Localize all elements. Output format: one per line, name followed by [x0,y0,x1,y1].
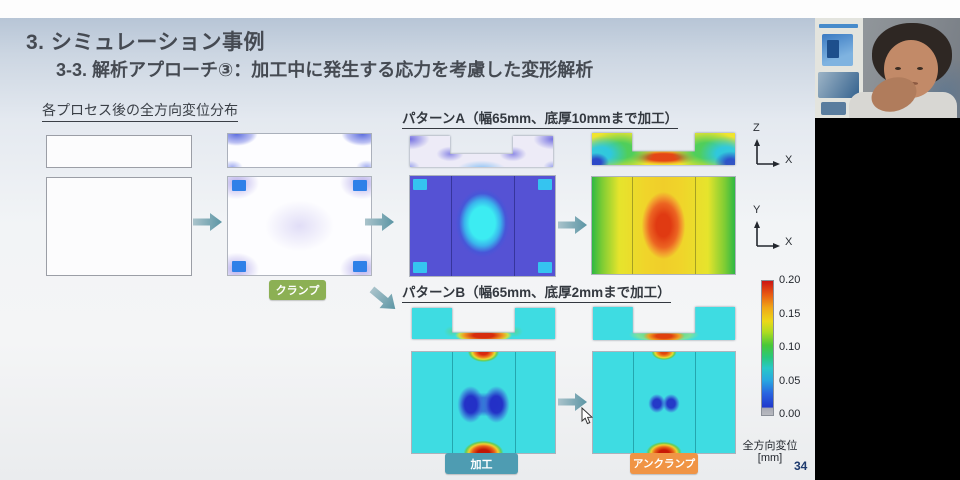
heatmap-a-unclamp-top [592,133,735,165]
letterbox-top [0,0,960,18]
clamp-badge: クランプ [269,280,326,300]
heatmap-initial-front [46,177,192,276]
axis-yx-icon [754,221,780,249]
page-number: 34 [794,459,808,473]
mesh-divider [632,177,634,274]
clamp-pad-icon [232,261,246,272]
slide-subtitle: 3-3. 解析アプローチ③：加工中に発生する応力を考慮した変形解析 [56,60,594,80]
clamp-pad-icon [413,179,427,190]
machine-photo [821,102,846,115]
banner-text-line [819,24,858,28]
clamp-pad-icon [538,179,552,190]
colorbar-tick: 0.10 [779,341,801,353]
arrow-right-icon [558,393,587,411]
pattern-b-label: パターンB（幅65mm、底厚2mmまで加工） [402,281,671,303]
machine-photo [822,34,853,66]
arrow-right-icon [365,213,394,231]
arrow-right-icon [193,213,222,231]
axis-z-label: Z [753,122,760,134]
letterbox-right [815,118,960,480]
section-label: 各プロセス後の全方向変位分布 [42,100,238,122]
mesh-divider [514,352,516,453]
colorbar-tick: 0.15 [779,308,801,320]
heatmap-a-machining-top [410,136,553,167]
clamp-pad-icon [413,262,427,273]
clamp-pad-icon [232,180,246,191]
mouse-cursor [581,407,593,425]
colorbar-tick: 0.00 [779,408,801,420]
pattern-a-label: パターンA（幅65mm、底厚10mmまで加工） [402,107,679,129]
clamp-pad-icon [353,180,367,191]
machining-badge: 加工 [445,453,518,474]
machine-photo [818,72,859,98]
heatmap-clamp-front [228,177,371,275]
slide-title: 3. シミュレーション事例 [26,31,266,54]
webcam-tile[interactable] [815,18,960,118]
heatmap-initial-top [46,135,192,168]
axis-x-label: X [785,154,793,166]
unclamp-badge: アンクランプ [630,453,698,474]
colorbar-unit-label: 全方向変位 [742,440,798,452]
mesh-divider [695,352,697,453]
mesh-divider [452,352,454,453]
colorbar-tick: 0.20 [779,274,801,286]
mesh-divider [694,177,696,274]
arrow-diagonal-icon [369,286,396,309]
clamp-pad-icon [353,261,367,272]
axis-x-label: X [785,236,793,248]
heatmap-a-machining-front [410,176,555,276]
colorbar-unit: [mm] [757,452,783,464]
axis-zx-icon [754,139,780,167]
mesh-divider [450,176,452,276]
heatmap-b-unclamp-front [593,352,735,453]
heatmap-b-unclamp-top [593,307,735,340]
mesh-divider [514,176,516,276]
mesh-divider [632,352,634,453]
presentation-slide: 3. シミュレーション事例 3-3. 解析アプローチ③：加工中に発生する応力を考… [0,18,815,480]
colorbar [761,280,774,416]
heatmap-clamp-top [228,134,371,167]
heatmap-a-unclamp-front [592,177,735,274]
clamp-pad-icon [538,262,552,273]
axis-y-label: Y [753,204,761,216]
heatmap-b-machining-top [412,308,555,339]
arrow-right-icon [558,216,587,234]
heatmap-b-machining-front [412,352,555,453]
colorbar-tick: 0.05 [779,375,801,387]
